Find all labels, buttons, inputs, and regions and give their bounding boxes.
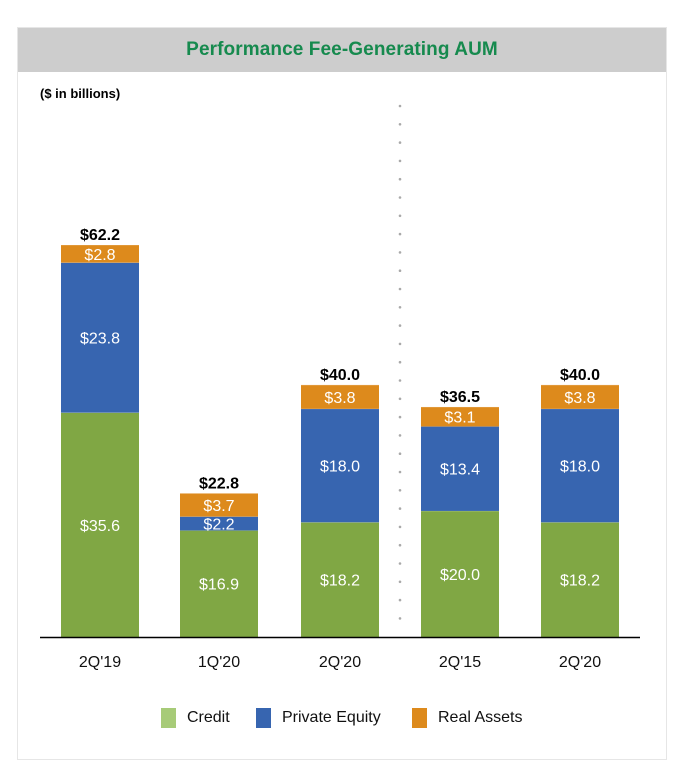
separator-dot bbox=[398, 251, 402, 254]
bar-segment-private-equity bbox=[301, 408, 379, 523]
bar-segment-real-assets bbox=[180, 493, 258, 517]
segment-value-label: $13.4 bbox=[440, 462, 480, 479]
separator-dot bbox=[398, 562, 402, 565]
separator-dot bbox=[398, 324, 402, 327]
segment-value-label: $18.0 bbox=[560, 459, 600, 476]
bar-segment-private-equity bbox=[421, 426, 499, 511]
legend-swatch-private-equity bbox=[256, 708, 271, 728]
separator-dot bbox=[398, 379, 402, 382]
separator-dot bbox=[398, 177, 402, 181]
separator-dot bbox=[398, 580, 402, 584]
bar-stack: $18.2 $18.0 $3.8 $40.0 bbox=[301, 367, 379, 637]
chart-title: Performance Fee-Generating AUM bbox=[186, 39, 498, 60]
separator-dot bbox=[398, 397, 402, 401]
segment-value-label: $23.8 bbox=[80, 331, 120, 348]
segment-value-label: $2.8 bbox=[84, 247, 115, 264]
period-separator bbox=[398, 104, 402, 620]
bar-stack: $18.2 $18.0 $3.8 $40.0 bbox=[541, 367, 619, 637]
separator-dot bbox=[398, 287, 402, 291]
x-tick-label: 2Q'15 bbox=[439, 654, 481, 671]
bar-segment-private-equity bbox=[61, 262, 139, 413]
x-tick-label: 2Q'19 bbox=[79, 654, 121, 671]
separator-dot bbox=[398, 434, 402, 437]
separator-dot bbox=[398, 360, 402, 364]
separator-dot bbox=[398, 525, 402, 529]
units-label: ($ in billions) bbox=[40, 86, 121, 101]
separator-dot bbox=[398, 598, 402, 602]
separator-dot bbox=[398, 470, 402, 474]
separator-dot bbox=[398, 232, 402, 236]
separator-dot bbox=[398, 415, 402, 419]
separator-dot bbox=[398, 159, 402, 163]
bar-stack: $35.6 $23.8 $2.8 $62.2 bbox=[61, 227, 139, 637]
separator-dot bbox=[398, 617, 402, 620]
segment-value-label: $35.6 bbox=[80, 518, 120, 535]
segment-value-label: $18.2 bbox=[320, 573, 360, 590]
segment-value-label: $20.0 bbox=[440, 567, 480, 584]
legend-item-private-equity: Private Equity bbox=[256, 708, 381, 728]
bars-group: $35.6 $23.8 $2.8 $62.2 $16.9 $2.2 $3.7 $22.8 $18… bbox=[61, 227, 619, 637]
legend-swatch-real-assets bbox=[412, 708, 427, 728]
bar-stack: $20.0 $13.4 $3.1 $36.5 bbox=[421, 389, 499, 637]
segment-value-label: $16.9 bbox=[199, 577, 239, 594]
bar-total-label: $22.8 bbox=[199, 475, 239, 492]
separator-dot bbox=[398, 104, 402, 108]
bar-total-label: $62.2 bbox=[80, 227, 120, 244]
bar-total-label: $40.0 bbox=[320, 367, 360, 384]
legend-item-real-assets: Real Assets bbox=[412, 708, 522, 728]
x-tick-labels: 2Q'19 1Q'20 2Q'20 2Q'15 2Q'20 bbox=[79, 654, 601, 671]
bar-segment-real-assets bbox=[301, 384, 379, 409]
segment-value-label: $3.8 bbox=[564, 390, 595, 407]
segment-value-label: $18.0 bbox=[320, 459, 360, 476]
segment-value-label: $2.2 bbox=[203, 517, 234, 534]
separator-dot bbox=[398, 214, 402, 218]
x-tick-label: 2Q'20 bbox=[319, 654, 361, 671]
segment-value-label: $3.7 bbox=[203, 498, 234, 515]
bar-segment-real-assets bbox=[421, 406, 499, 427]
x-tick-label: 2Q'20 bbox=[559, 654, 601, 671]
separator-dot bbox=[398, 196, 402, 199]
bar-segment-credit bbox=[541, 522, 619, 637]
legend-label-real-assets: Real Assets bbox=[438, 709, 523, 726]
segment-value-label: $3.8 bbox=[324, 390, 355, 407]
chart-header: Performance Fee-Generating AUM bbox=[18, 28, 666, 72]
separator-dot bbox=[398, 543, 402, 547]
legend-item-credit: Credit bbox=[161, 708, 230, 728]
bar-segment-credit bbox=[421, 510, 499, 637]
separator-dot bbox=[398, 489, 402, 492]
separator-dot bbox=[398, 342, 402, 346]
bar-total-label: $40.0 bbox=[560, 367, 600, 384]
legend: Credit Private Equity Real Assets bbox=[0, 708, 700, 732]
bar-stack: $16.9 $2.2 $3.7 $22.8 bbox=[180, 475, 258, 637]
bar-total-label: $36.5 bbox=[440, 389, 480, 406]
bar-segment-private-equity bbox=[180, 516, 258, 531]
legend-swatch-credit bbox=[161, 708, 176, 728]
separator-dot bbox=[398, 123, 402, 126]
bar-segment-real-assets bbox=[541, 384, 619, 409]
bar-segment-private-equity bbox=[541, 408, 619, 523]
segment-value-label: $18.2 bbox=[560, 573, 600, 590]
separator-dot bbox=[398, 141, 402, 144]
segment-value-label: $3.1 bbox=[444, 410, 475, 427]
separator-dot bbox=[398, 269, 402, 273]
separator-dot bbox=[398, 507, 402, 510]
bar-segment-credit bbox=[180, 530, 258, 637]
legend-label-private-equity: Private Equity bbox=[282, 709, 381, 726]
separator-dot bbox=[398, 452, 402, 456]
bar-segment-credit bbox=[61, 412, 139, 637]
bar-segment-credit bbox=[301, 522, 379, 637]
separator-dot bbox=[398, 306, 402, 309]
legend-label-credit: Credit bbox=[187, 709, 230, 726]
x-tick-label: 1Q'20 bbox=[198, 654, 240, 671]
bar-segment-real-assets bbox=[61, 245, 139, 263]
